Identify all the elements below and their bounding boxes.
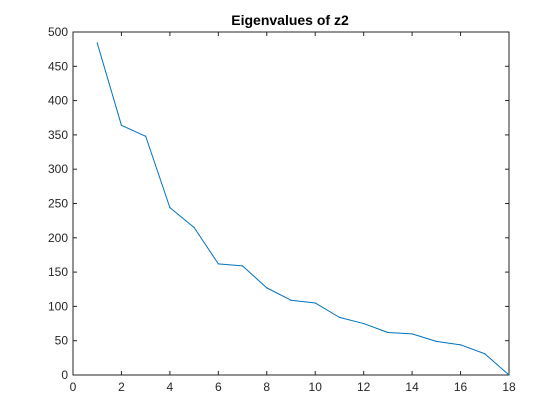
y-tick-label: 400 xyxy=(48,94,68,108)
data-point xyxy=(314,302,316,304)
data-point xyxy=(459,344,462,346)
chart-title: Eigenvalues of z2 xyxy=(231,12,349,28)
x-tick-label: 16 xyxy=(454,380,468,394)
y-tick-label: 100 xyxy=(48,299,68,313)
data-point xyxy=(169,207,171,209)
data-point xyxy=(508,374,510,376)
data-point xyxy=(363,322,365,325)
x-tick-label: 8 xyxy=(263,380,270,394)
plot-area xyxy=(72,31,510,376)
data-point xyxy=(241,265,244,267)
y-tick-label: 0 xyxy=(61,368,68,382)
y-tick-label: 450 xyxy=(48,59,68,73)
data-point xyxy=(387,331,389,334)
series-layer xyxy=(96,42,510,376)
x-tick-label: 2 xyxy=(118,380,125,394)
x-tick-label: 14 xyxy=(405,380,419,394)
y-tick-label: 150 xyxy=(48,265,68,279)
x-tick-label: 12 xyxy=(357,380,371,394)
x-tick-label: 0 xyxy=(70,380,77,394)
data-point xyxy=(193,226,195,229)
data-point xyxy=(96,42,98,44)
data-point xyxy=(145,135,147,137)
y-tick-label: 350 xyxy=(48,128,68,142)
y-tick-label: 500 xyxy=(48,25,68,39)
x-tick-label: 18 xyxy=(502,380,516,394)
data-point xyxy=(484,353,486,355)
data-point xyxy=(411,333,413,335)
y-tick-label: 300 xyxy=(48,162,68,176)
y-tick-label: 200 xyxy=(48,231,68,245)
data-point xyxy=(266,287,268,289)
x-tick-label: 6 xyxy=(215,380,222,394)
series-line xyxy=(96,42,510,376)
y-axis: 0 50 100 150 200 250 300 350 400 450 500 xyxy=(48,25,509,382)
y-tick-label: 50 xyxy=(55,334,69,348)
y-tick-label: 250 xyxy=(48,197,68,211)
data-point xyxy=(435,340,437,342)
x-axis: 0 2 4 6 8 10 12 14 16 18 xyxy=(70,32,516,394)
data-point xyxy=(338,316,341,318)
data-point xyxy=(120,124,123,126)
data-point xyxy=(290,299,292,301)
x-tick-label: 4 xyxy=(167,380,174,394)
x-tick-label: 10 xyxy=(309,380,323,394)
data-point xyxy=(217,263,219,265)
